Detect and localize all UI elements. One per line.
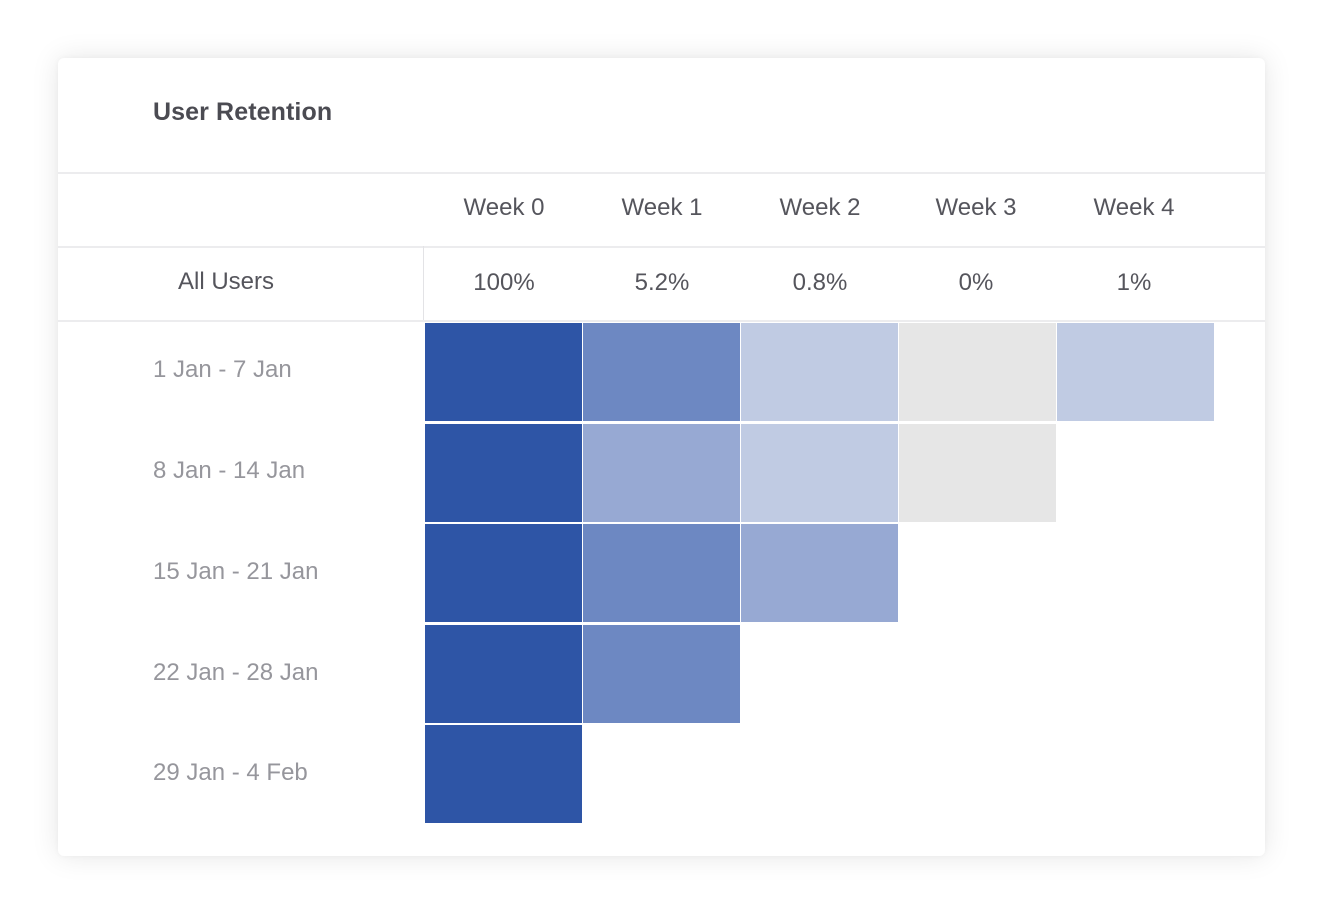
cohort-label-4: 22 Jan - 28 Jan <box>153 659 319 686</box>
heatmap-cell-r1-w1 <box>583 323 740 421</box>
column-header-week-2: Week 2 <box>779 194 861 221</box>
divider-top <box>58 172 1265 174</box>
cohort-label-5: 29 Jan - 4 Feb <box>153 759 308 786</box>
all-users-value-week-0: 100% <box>473 269 535 296</box>
cohort-label-1: 1 Jan - 7 Jan <box>153 356 292 383</box>
divider-header <box>58 246 1265 248</box>
heatmap-cell-r4-w1 <box>583 625 740 723</box>
cohort-label-2: 8 Jan - 14 Jan <box>153 457 306 484</box>
heatmap-cell-r3-w0 <box>425 524 582 622</box>
heatmap-cell-r1-w2 <box>741 323 898 421</box>
column-header-week-3: Week 3 <box>935 194 1017 221</box>
all-users-value-week-3: 0% <box>958 269 994 296</box>
heatmap-cell-r3-w2 <box>741 524 898 622</box>
heatmap-cell-r1-w4 <box>1057 323 1214 421</box>
heatmap-cell-r1-w3 <box>899 323 1056 421</box>
column-header-week-0: Week 0 <box>463 194 545 221</box>
heatmap-cell-r2-w3 <box>899 424 1056 522</box>
heatmap-cell-r1-w0 <box>425 323 582 421</box>
all-users-value-week-1: 5.2% <box>634 269 690 296</box>
heatmap-cell-r5-w0 <box>425 725 582 823</box>
heatmap-cell-r2-w0 <box>425 424 582 522</box>
all-users-value-week-2: 0.8% <box>792 269 848 296</box>
cohort-label-3: 15 Jan - 21 Jan <box>153 558 319 585</box>
column-header-week-4: Week 4 <box>1093 194 1175 221</box>
retention-card: User Retention Week 0 Week 1 Week 2 Week… <box>58 58 1265 856</box>
heatmap-cell-r3-w1 <box>583 524 740 622</box>
divider-summary <box>58 320 1265 322</box>
column-header-week-1: Week 1 <box>621 194 703 221</box>
all-users-value-week-4: 1% <box>1116 269 1152 296</box>
divider-label-column <box>423 246 424 321</box>
heatmap-cell-r4-w0 <box>425 625 582 723</box>
all-users-label: All Users <box>178 268 275 295</box>
chart-title: User Retention <box>153 98 333 126</box>
heatmap-cell-r2-w1 <box>583 424 740 522</box>
heatmap-cell-r2-w2 <box>741 424 898 522</box>
